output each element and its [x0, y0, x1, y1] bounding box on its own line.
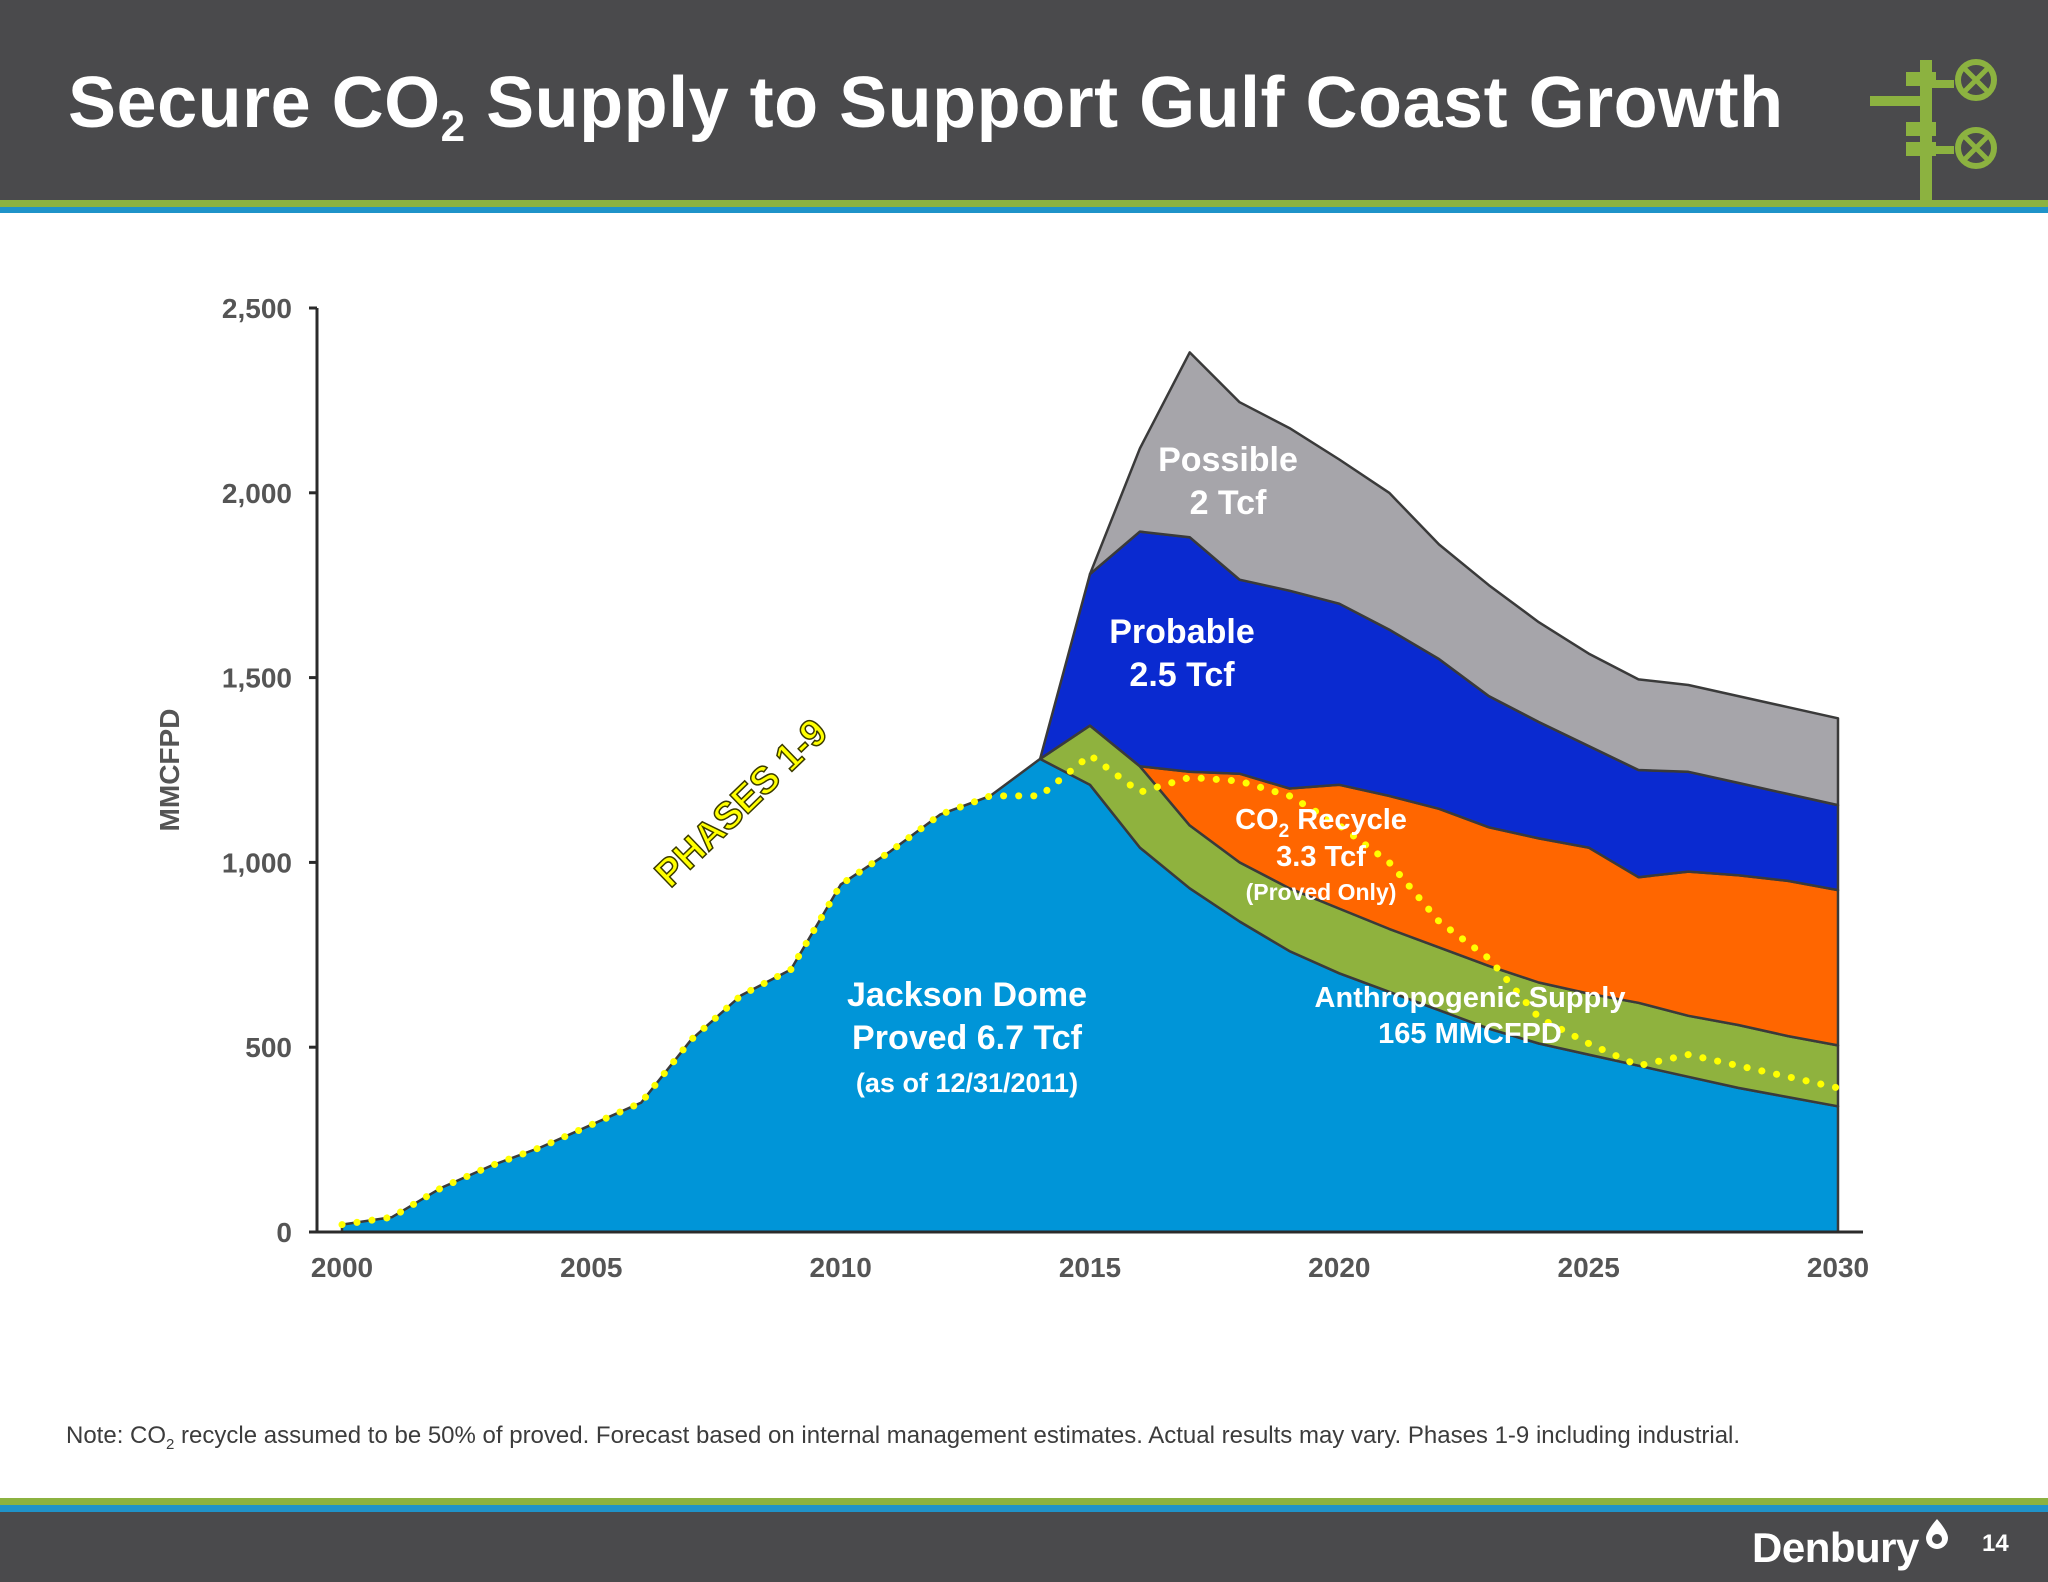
- label-co2-recycle-detail: (Proved Only): [1246, 879, 1397, 905]
- header-bar: Secure CO2 Supply to Support Gulf Coast …: [0, 0, 2048, 200]
- x-tick-label: 2005: [560, 1252, 622, 1283]
- chart-areas: [340, 351, 1840, 1234]
- label-possible: Possible: [1158, 441, 1298, 479]
- x-tick-label: 2000: [311, 1252, 373, 1283]
- pipeline-valve-icon: [1870, 59, 1997, 205]
- label-probable: Probable: [1109, 613, 1254, 651]
- page-title: Secure CO2 Supply to Support Gulf Coast …: [68, 63, 1784, 151]
- header-stripe-blue: [0, 207, 2048, 213]
- footer-bar: [0, 1512, 2048, 1582]
- label-jackson-dome: (as of 12/31/2011): [856, 1068, 1078, 1098]
- y-tick-label: 2,000: [222, 478, 292, 509]
- brand-logo: Denbury: [1752, 1524, 1919, 1571]
- label-co2-recycle-detail: 3.3 Tcf: [1276, 841, 1366, 873]
- y-tick-label: 2,500: [222, 293, 292, 324]
- label-phases: PHASES 1-9: [647, 711, 836, 895]
- x-tick-label: 2030: [1807, 1252, 1869, 1283]
- y-axis-title: MMCFPD: [154, 709, 185, 832]
- phases-line: [338, 750, 1842, 1229]
- y-tick-label: 1,500: [222, 663, 292, 694]
- footnote: Note: CO2 recycle assumed to be 50% of p…: [66, 1422, 1741, 1453]
- x-tick-label: 2025: [1558, 1252, 1620, 1283]
- drop-icon: [1926, 1519, 1948, 1549]
- y-tick-label: 500: [245, 1032, 292, 1063]
- label-probable: 2.5 Tcf: [1129, 656, 1235, 694]
- x-tick-label: 2010: [810, 1252, 872, 1283]
- label-jackson-dome: Proved 6.7 Tcf: [852, 1019, 1083, 1057]
- page-number: 14: [1982, 1530, 2009, 1557]
- phases-dotted-line: [338, 750, 1842, 1229]
- label-anthropogenic-supply: 165 MMCFPD: [1378, 1018, 1562, 1050]
- label-co2-recycle: CO2 Recycle: [1235, 804, 1407, 842]
- footer-stripe-blue: [0, 1505, 2048, 1512]
- co2-supply-chart: 0 500 1,000 1,500 2,000 2,500 2000 2005 2010 2015…: [154, 293, 1869, 1283]
- x-tick-label: 2020: [1308, 1252, 1370, 1283]
- label-jackson-dome: Jackson Dome: [847, 976, 1087, 1014]
- label-possible: 2 Tcf: [1190, 484, 1268, 522]
- label-anthropogenic-supply: Anthropogenic Supply: [1315, 982, 1626, 1014]
- footer-stripe-green: [0, 1498, 2048, 1505]
- header-stripe-green: [0, 200, 2048, 207]
- chart-axes: 0 500 1,000 1,500 2,000 2,500 2000 2005 2010 2015…: [154, 293, 1869, 1283]
- y-tick-label: 0: [276, 1217, 292, 1248]
- y-tick-label: 1,000: [222, 847, 292, 878]
- area-possible: [1088, 351, 1840, 807]
- x-tick-label: 2015: [1059, 1252, 1121, 1283]
